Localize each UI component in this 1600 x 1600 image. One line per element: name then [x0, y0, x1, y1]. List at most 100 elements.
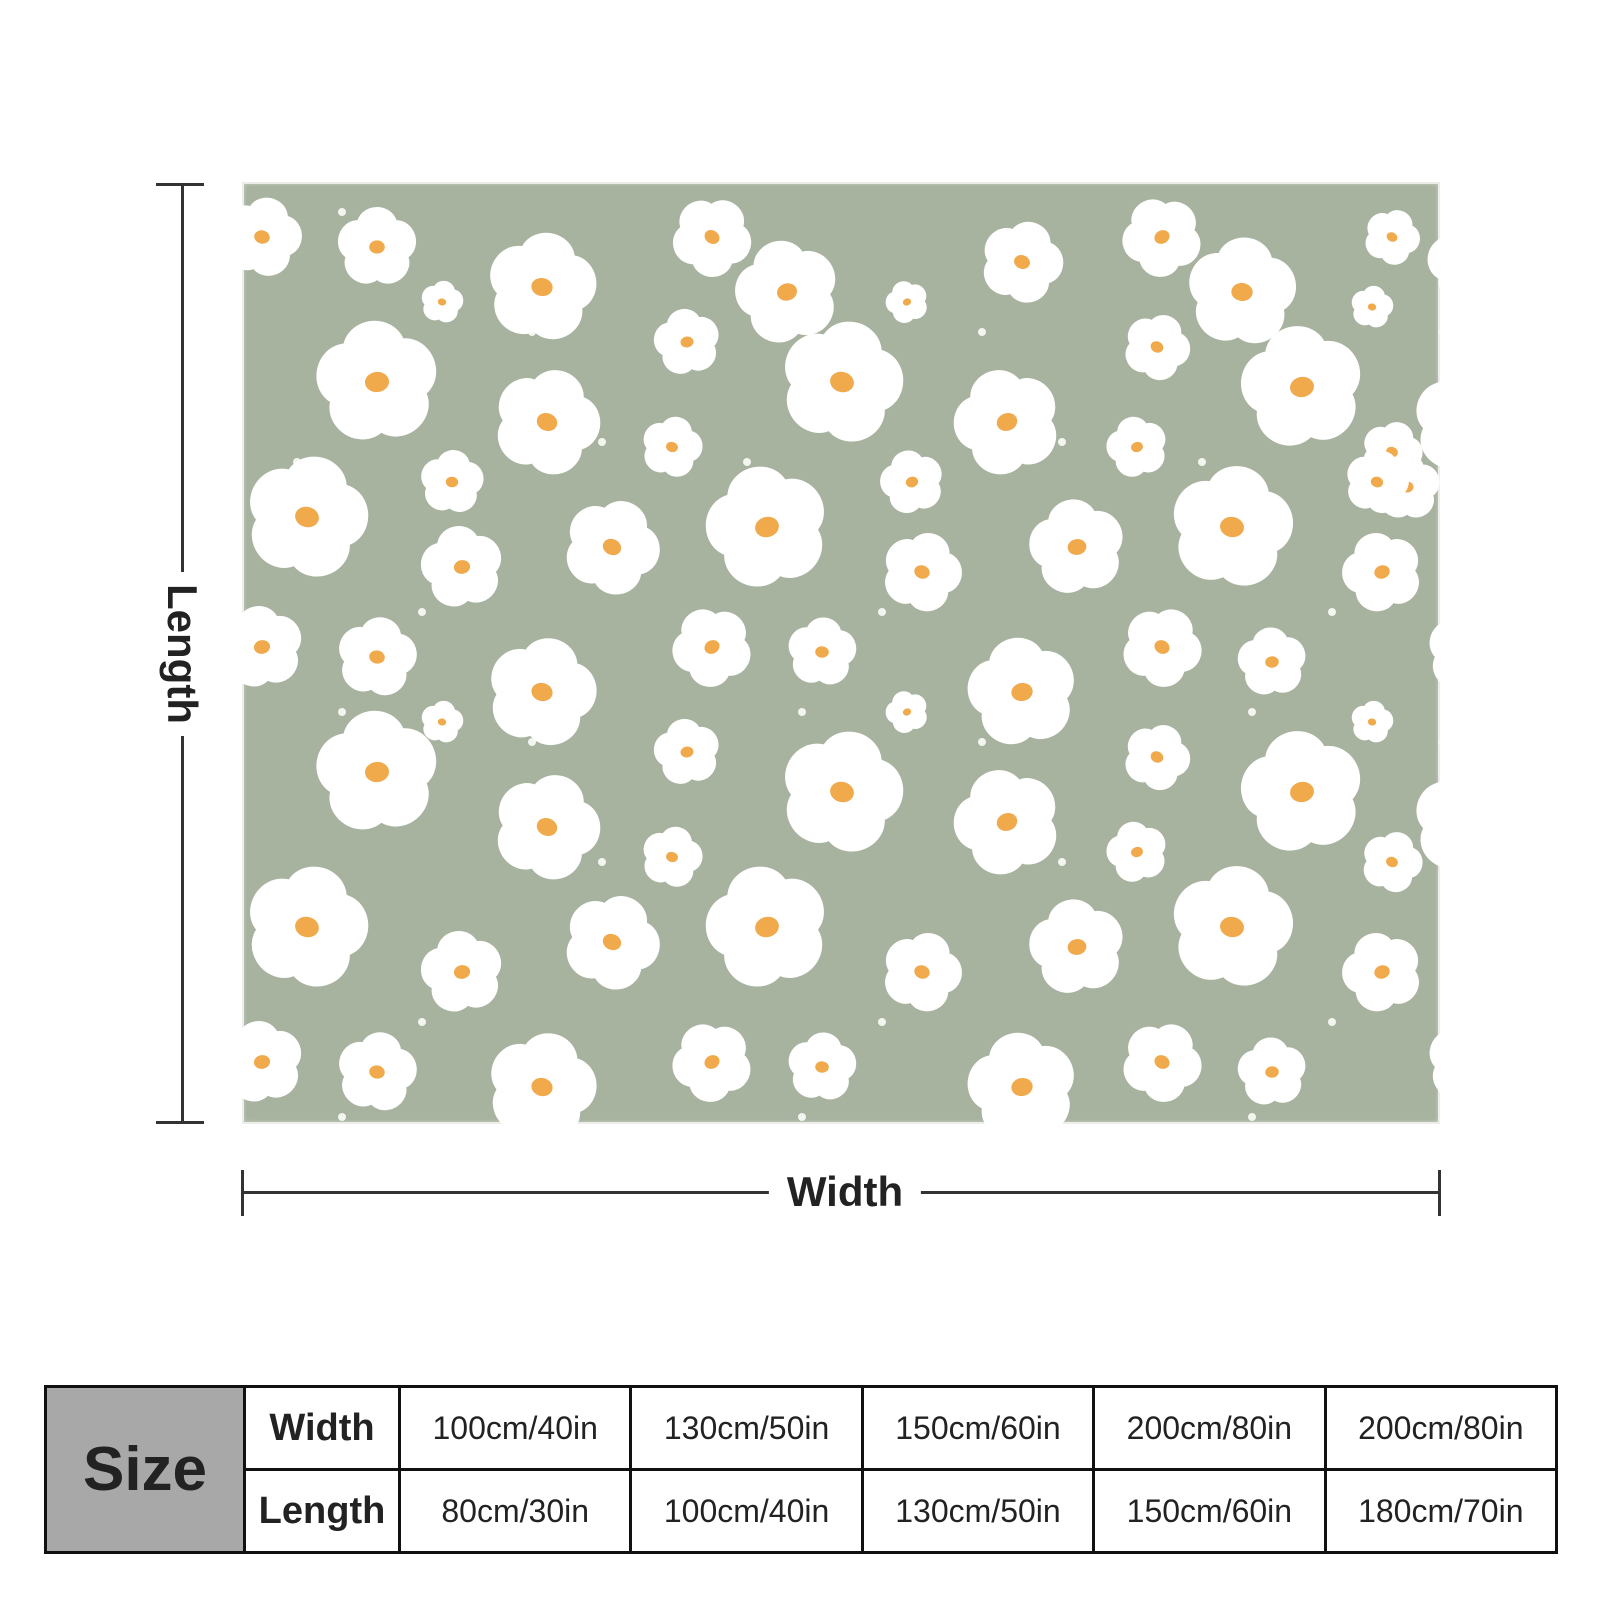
daisy-flower [566, 896, 660, 990]
daisy-flower [1106, 821, 1166, 882]
pattern-dot [743, 458, 751, 466]
daisy-flower [653, 308, 719, 374]
width-value: 130cm/50in [629, 1385, 864, 1471]
daisy-flower [491, 1033, 597, 1124]
daisy-flower [672, 609, 751, 687]
length-value: 100cm/40in [629, 1468, 864, 1554]
pattern-dot [1328, 1018, 1336, 1026]
width-value: 100cm/40in [397, 1385, 633, 1471]
length-value: 80cm/30in [397, 1468, 633, 1554]
width-right-cap [1438, 1170, 1441, 1216]
pattern-dot [338, 208, 346, 216]
daisy-flower [1029, 499, 1123, 593]
daisy-flower [1106, 416, 1166, 477]
width-value: 200cm/80in [1092, 1385, 1327, 1471]
daisy-flower [1240, 326, 1361, 446]
pattern-dot [338, 1113, 346, 1121]
daisy-flower [420, 525, 502, 607]
daisy-flower [1429, 1029, 1440, 1099]
daisy-flower [1122, 199, 1201, 277]
daisy-flower [1416, 381, 1440, 468]
pattern-dot [878, 608, 886, 616]
daisy-flower [705, 466, 824, 587]
daisy-flower [1351, 285, 1394, 328]
pattern-dot [978, 328, 986, 336]
daisy-flower [880, 450, 942, 514]
daisy-flower [1363, 832, 1423, 893]
daisy-flower [337, 207, 417, 284]
daisy-flower [967, 637, 1074, 745]
daisy-flower [566, 501, 660, 595]
daisy-flower [788, 617, 857, 685]
daisy-flower [653, 718, 719, 784]
length-value: 130cm/50in [860, 1468, 1096, 1554]
daisy-flower [1173, 466, 1294, 586]
daisy-flower [316, 710, 437, 830]
daisy-flower [885, 691, 927, 733]
pattern-dot [1058, 858, 1066, 866]
size-table: Size Width 100cm/40in 130cm/50in 150cm/6… [44, 1385, 1559, 1554]
pattern-dot [338, 708, 346, 716]
pattern-dot [1328, 608, 1336, 616]
pattern-dot [1248, 708, 1256, 716]
daisy-flower [643, 826, 703, 887]
pattern-dot [598, 858, 606, 866]
daisy-flower [1416, 781, 1440, 868]
daisy-flower [788, 1032, 857, 1100]
daisy-flower [421, 700, 464, 743]
daisy-flower [497, 775, 601, 880]
daisy-flower [705, 866, 824, 987]
daisy-flower [885, 533, 962, 612]
daisy-flower [672, 200, 752, 278]
daisy-flower [785, 731, 904, 852]
daisy-flower [1189, 237, 1297, 344]
pattern-dot [598, 438, 606, 446]
daisy-flower [420, 930, 502, 1012]
length-value: 180cm/70in [1323, 1468, 1559, 1554]
daisy-flower [339, 1032, 417, 1111]
daisy-flower [983, 221, 1064, 303]
length-label: Length [158, 572, 206, 736]
daisy-flower [242, 605, 302, 687]
daisy-flower [1365, 210, 1420, 265]
daisy-flower [421, 280, 464, 323]
daisy-flower [1429, 619, 1440, 689]
size-row-width: Size Width 100cm/40in 130cm/50in 150cm/6… [44, 1385, 1559, 1554]
pattern-dot [1198, 458, 1206, 466]
daisy-flower [339, 617, 417, 696]
daisy-flower [1427, 237, 1440, 303]
size-title-cell: Size [44, 1385, 246, 1554]
daisy-flower [643, 416, 703, 477]
daisy-flower [490, 232, 597, 340]
daisy-flower [497, 370, 601, 475]
pattern-dot [1438, 738, 1440, 746]
length-value: 150cm/60in [1092, 1468, 1327, 1554]
width-label: Width [768, 1168, 922, 1216]
length-bottom-cap [156, 1121, 204, 1124]
width-value: 200cm/80in [1323, 1385, 1559, 1471]
daisy-flower [735, 240, 836, 343]
daisy-flower [1342, 533, 1419, 612]
pattern-dot [528, 738, 536, 746]
daisy-flower [242, 197, 302, 276]
daisy-flower [1237, 1037, 1306, 1105]
daisy-flower [1125, 315, 1191, 381]
blanket-pattern-image [242, 182, 1440, 1124]
pattern-dot [798, 1113, 806, 1121]
daisy-flower [491, 638, 597, 746]
daisy-flower [1342, 933, 1419, 1012]
pattern-dot [978, 738, 986, 746]
pattern-dot [798, 708, 806, 716]
width-value: 150cm/60in [860, 1385, 1096, 1471]
daisy-flower [1125, 725, 1191, 791]
daisy-flower [1351, 700, 1394, 743]
daisy-flower [885, 933, 962, 1012]
daisy-flower [672, 1024, 751, 1102]
row-label-length: Length [243, 1468, 401, 1554]
daisy-flower [250, 456, 369, 577]
daisy-flower [1240, 731, 1361, 851]
pattern-dot [1058, 438, 1066, 446]
pattern-dot [418, 1018, 426, 1026]
pattern-dot [1438, 328, 1440, 336]
size-row-length: Length 80cm/30in 100cm/40in 130cm/50in 1… [46, 1468, 1559, 1554]
